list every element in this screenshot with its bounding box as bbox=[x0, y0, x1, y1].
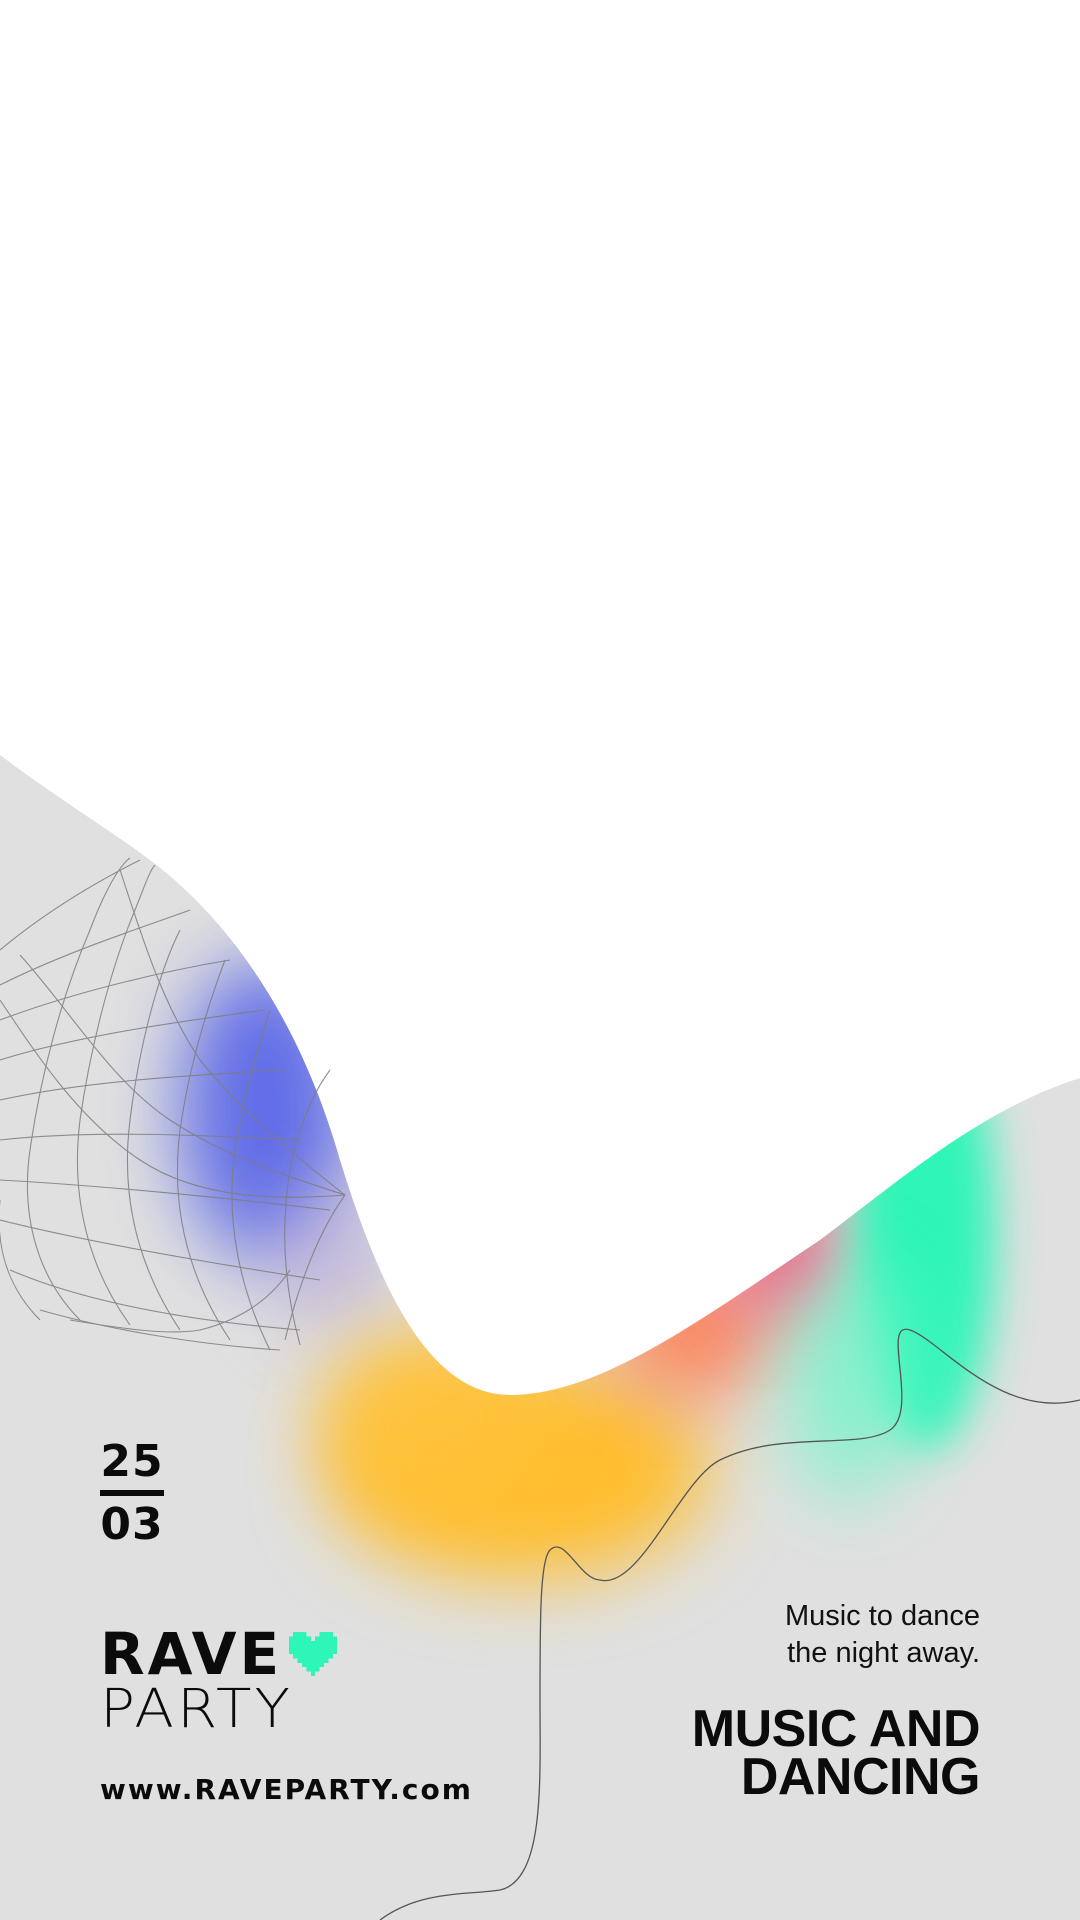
pixel-heart-icon bbox=[288, 1632, 338, 1676]
headline: MUSIC AND DANCING bbox=[691, 1700, 981, 1806]
headline-line-2: DANCING bbox=[740, 1748, 981, 1806]
brand-party-text: PARTY bbox=[100, 1677, 293, 1740]
date-divider bbox=[100, 1490, 164, 1496]
brand-line-1: RAVE bbox=[100, 1620, 338, 1688]
flowing-line bbox=[379, 1328, 1080, 1920]
wireframe-mesh bbox=[0, 857, 346, 1351]
brand-logo: RAVE PARTY bbox=[100, 1620, 338, 1740]
date-day: 25 bbox=[100, 1436, 164, 1487]
headline-line-1: MUSIC AND bbox=[691, 1700, 981, 1758]
tagline-line-1: Music to dance bbox=[784, 1600, 980, 1632]
website-link[interactable]: www.RAVEPARTY.com bbox=[100, 1773, 473, 1806]
tagline: Music to dance the night away. bbox=[785, 1598, 980, 1672]
tagline-line-2: the night away. bbox=[787, 1637, 980, 1669]
event-date: 25 03 bbox=[100, 1440, 164, 1547]
date-month: 03 bbox=[100, 1499, 164, 1550]
brand-rave-text: RAVE bbox=[100, 1620, 283, 1688]
